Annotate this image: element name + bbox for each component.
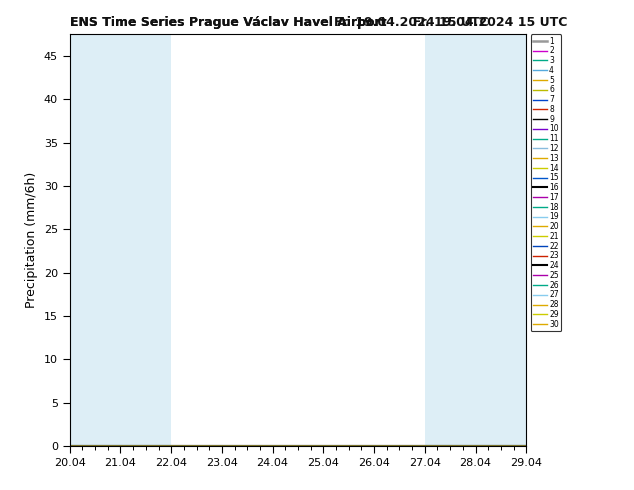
Bar <box>476 34 526 446</box>
Bar <box>425 34 476 446</box>
Text: Fr. 19.04.2024 15 UTC: Fr. 19.04.2024 15 UTC <box>335 16 489 29</box>
Bar <box>70 34 120 446</box>
Y-axis label: Precipitation (mm/6h): Precipitation (mm/6h) <box>25 172 38 308</box>
Legend: 1, 2, 3, 4, 5, 6, 7, 8, 9, 10, 11, 12, 13, 14, 15, 16, 17, 18, 19, 20, 21, 22, 2: 1, 2, 3, 4, 5, 6, 7, 8, 9, 10, 11, 12, 1… <box>531 34 561 331</box>
Bar <box>120 34 171 446</box>
Text: ENS Time Series Prague Václav Havel Airport      Fr. 19.04.2024 15 UTC: ENS Time Series Prague Václav Havel Airp… <box>70 16 567 29</box>
Text: ENS Time Series Prague Václav Havel Airport: ENS Time Series Prague Václav Havel Airp… <box>70 16 386 29</box>
